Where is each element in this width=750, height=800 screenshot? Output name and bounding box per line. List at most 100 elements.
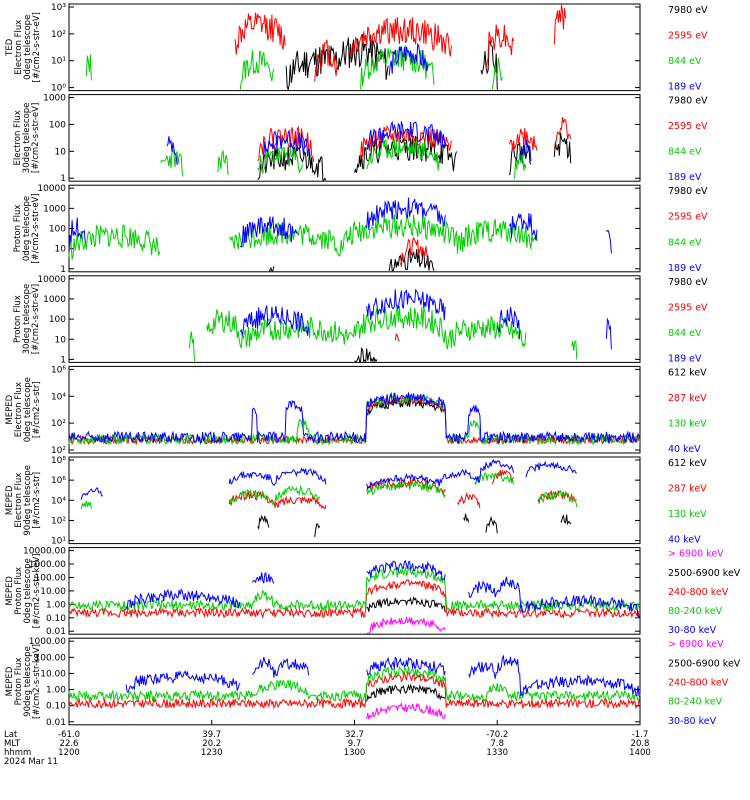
x-row-label: Lat — [4, 730, 18, 740]
y-tick-label: 10⁴ — [51, 496, 66, 506]
series-7-2 — [366, 596, 446, 613]
y-label: Electron Flux — [14, 20, 24, 75]
y-label: Proton Flux — [14, 567, 24, 615]
series-8-3 — [68, 671, 641, 710]
series-1-4 — [388, 42, 429, 76]
series-8-5 — [125, 654, 641, 698]
legend-entry: 2595 eV — [668, 302, 708, 313]
series-4-4 — [239, 288, 612, 350]
legend-entry: 287 keV — [668, 393, 707, 404]
series-3-4 — [68, 197, 612, 254]
y-tick-label: 0.10 — [46, 702, 66, 712]
legend-entry: 80-240 keV — [668, 697, 723, 708]
legend-entry: 189 eV — [668, 82, 702, 93]
y-label: MEPED — [5, 576, 15, 606]
x-tick-label: -61.0 — [58, 730, 80, 740]
panel-1: 10⁰ 10¹ 10² 10³ TED Electron Flux 0deg telesco… — [5, 3, 708, 94]
y-tick-label: 10² — [51, 30, 66, 40]
series-6-2 — [228, 469, 577, 510]
x-tick-label: 39.7 — [202, 730, 221, 740]
series-7-1 — [366, 616, 446, 634]
legend-entry: 30-80 keV — [668, 716, 717, 727]
x-tick-label: 22.6 — [60, 739, 79, 749]
series-2-3 — [160, 138, 527, 180]
y-label: Electron Flux — [13, 110, 23, 165]
y-tick-label: 1.00 — [46, 600, 66, 610]
legend-entry: 240-800 keV — [668, 678, 729, 689]
series-7-5 — [125, 560, 641, 618]
y-tick-label: 10000 — [37, 184, 66, 194]
y-tick-label: 1000 — [43, 295, 66, 305]
y-tick-label: 0.01 — [46, 718, 66, 728]
legend-entry: 40 keV — [668, 444, 701, 455]
series-1-2 — [234, 4, 567, 82]
y-label: Electron Flux — [14, 382, 24, 437]
y-tick-label: 10² — [51, 446, 66, 456]
x-row-label: MLT — [4, 739, 21, 749]
y-tick-label: 10.00 — [40, 669, 66, 679]
y-tick-label: 10¹ — [51, 57, 66, 67]
legend-entry: 7980 eV — [668, 96, 708, 107]
y-label: MEPED — [5, 485, 15, 515]
y-label: 30deg telescope — [22, 103, 32, 174]
x-tick-label: 1330 — [486, 748, 508, 758]
y-tick-label: 10⁰ — [51, 84, 66, 94]
legend-entry: > 6900 keV — [668, 639, 724, 650]
x-tick-label: 20.2 — [202, 739, 221, 749]
y-tick-label: 10⁶ — [51, 365, 66, 375]
panel-frame — [68, 184, 641, 273]
series-1-3 — [85, 45, 503, 90]
series-4-3 — [188, 304, 578, 362]
y-label: MEPED — [5, 666, 15, 696]
series-8-4 — [68, 665, 641, 703]
series-2-4 — [166, 120, 532, 166]
panel-6: 10¹ 10² 10⁴ 10⁶ 10⁸ MEPED Electron Flux 90deg t… — [5, 456, 707, 547]
y-label: 0deg telescope — [23, 377, 33, 442]
panel-4: 1 10 100 1000 10000 Proton Flux 30deg telescop… — [13, 275, 708, 366]
y-tick-label: 10 — [55, 245, 67, 255]
legend-entry: 240-800 keV — [668, 587, 729, 598]
y-tick-label: 1000.00 — [29, 560, 66, 570]
legend-entry: 844 eV — [668, 56, 702, 67]
panel-frame — [68, 456, 641, 545]
y-label: [#/cm2-s-str-keV] — [32, 644, 42, 719]
y-tick-label: 100 — [49, 315, 66, 325]
panel-frame — [68, 547, 641, 635]
y-label: 90deg telescope — [23, 465, 33, 536]
legend-entry: 189 eV — [668, 353, 702, 364]
y-tick-label: 1 — [60, 174, 66, 184]
x-tick-label: 20.8 — [631, 739, 650, 749]
series-7-3 — [68, 579, 641, 619]
y-label: MEPED — [5, 394, 15, 424]
y-label: 0deg telescope — [23, 558, 33, 623]
y-label: Electron Flux — [14, 473, 24, 528]
y-label: [#/cm2-s-str] — [32, 381, 42, 438]
y-tick-label: 1000 — [43, 94, 66, 104]
y-tick-label: 10⁸ — [51, 456, 66, 466]
y-tick-label: 10.00 — [40, 587, 66, 597]
y-tick-label: 100.00 — [35, 573, 67, 583]
legend-entry: 612 keV — [668, 458, 707, 469]
x-tick-label: 7.8 — [490, 739, 504, 749]
series-3-3 — [68, 214, 538, 260]
panel-frame — [68, 3, 641, 92]
x-tick-label: 1230 — [201, 748, 223, 758]
x-tick-label: -1.7 — [632, 730, 649, 740]
x-tick-label: -70.2 — [486, 730, 508, 740]
x-row-label: hhmm — [4, 748, 31, 758]
legend-entry: 7980 eV — [668, 277, 708, 288]
legend-entry: 7980 eV — [668, 186, 708, 197]
y-tick-label: 10 — [55, 147, 67, 157]
y-tick-label: 100 — [49, 120, 66, 130]
series-2-1 — [257, 132, 572, 181]
y-label: 30deg telescope — [22, 284, 32, 355]
y-tick-label: 10¹ — [51, 537, 66, 547]
legend-entry: 844 eV — [668, 328, 702, 339]
y-tick-label: 0.01 — [46, 627, 66, 637]
y-tick-label: 10 — [55, 335, 67, 345]
panel-7: 0.01 0.10 1.00 10.00 100.00 1000.00 10000.00 ME… — [5, 547, 741, 638]
y-label: 90deg telescope — [23, 646, 33, 717]
y-label: 0deg telescope — [22, 196, 32, 261]
